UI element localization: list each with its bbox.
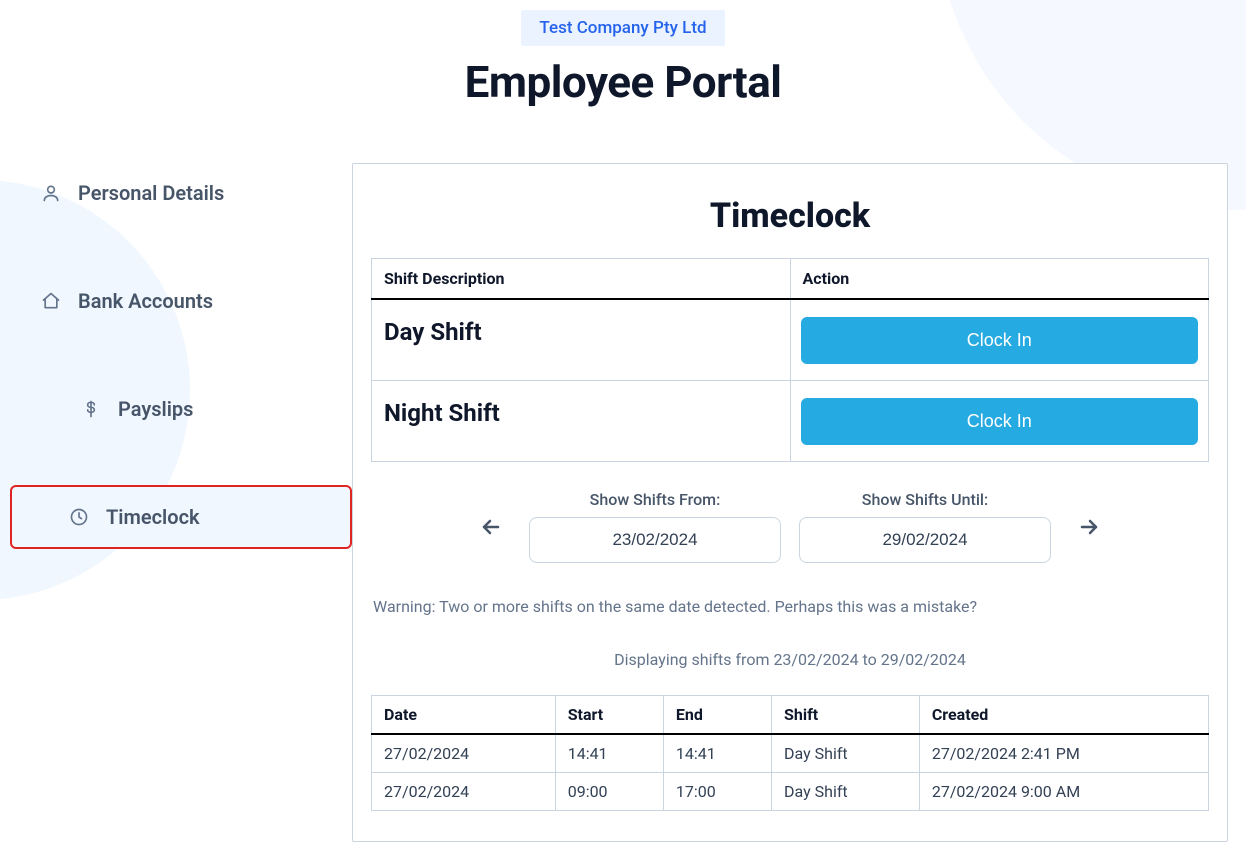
shift-actions-table: Shift Description Action Day Shift Clock… bbox=[371, 258, 1209, 462]
sidebar-item-label: Personal Details bbox=[78, 181, 224, 205]
col-start: Start bbox=[555, 696, 663, 735]
prev-range-button[interactable] bbox=[471, 511, 511, 543]
duplicate-shift-warning: Warning: Two or more shifts on the same … bbox=[373, 597, 1207, 616]
clock-icon bbox=[68, 507, 90, 527]
col-shift: Shift bbox=[772, 696, 920, 735]
panel-title: Timeclock bbox=[371, 196, 1209, 236]
col-action: Action bbox=[790, 259, 1209, 300]
col-created: Created bbox=[919, 696, 1208, 735]
cell-shift: Day Shift bbox=[772, 734, 920, 773]
timeclock-panel: Timeclock Shift Description Action Day S… bbox=[352, 163, 1228, 842]
cell-created: 27/02/2024 9:00 AM bbox=[919, 773, 1208, 811]
cell-end: 17:00 bbox=[663, 773, 771, 811]
cell-created: 27/02/2024 2:41 PM bbox=[919, 734, 1208, 773]
page-title: Employee Portal bbox=[0, 56, 1246, 108]
clock-in-button[interactable]: Clock In bbox=[801, 398, 1199, 445]
shift-row: Night Shift Clock In bbox=[372, 381, 1209, 462]
cell-shift: Day Shift bbox=[772, 773, 920, 811]
cell-start: 14:41 bbox=[555, 734, 663, 773]
sidebar-item-label: Bank Accounts bbox=[78, 289, 213, 313]
sidebar-item-label: Timeclock bbox=[106, 505, 200, 529]
history-row: 27/02/2024 14:41 14:41 Day Shift 27/02/2… bbox=[372, 734, 1209, 773]
cell-date: 27/02/2024 bbox=[372, 734, 556, 773]
shift-name: Night Shift bbox=[372, 381, 791, 462]
arrow-right-icon bbox=[1077, 515, 1101, 539]
page-header: Test Company Pty Ltd Employee Portal bbox=[0, 0, 1246, 108]
sidebar-item-timeclock[interactable]: Timeclock bbox=[12, 487, 350, 547]
col-date: Date bbox=[372, 696, 556, 735]
cell-start: 09:00 bbox=[555, 773, 663, 811]
sidebar: Personal Details Bank Accounts Payslips … bbox=[0, 163, 350, 842]
arrow-left-icon bbox=[479, 515, 503, 539]
cell-end: 14:41 bbox=[663, 734, 771, 773]
user-icon bbox=[40, 183, 62, 203]
history-row: 27/02/2024 09:00 17:00 Day Shift 27/02/2… bbox=[372, 773, 1209, 811]
sidebar-item-label: Payslips bbox=[118, 397, 193, 421]
shift-history-table: Date Start End Shift Created 27/02/2024 … bbox=[371, 695, 1209, 811]
displaying-range: Displaying shifts from 23/02/2024 to 29/… bbox=[371, 650, 1209, 669]
col-shift-description: Shift Description bbox=[372, 259, 791, 300]
sidebar-item-payslips[interactable]: Payslips bbox=[12, 379, 350, 439]
next-range-button[interactable] bbox=[1069, 511, 1109, 543]
shifts-until-input[interactable] bbox=[799, 517, 1051, 563]
dollar-icon bbox=[80, 399, 102, 419]
clock-in-button[interactable]: Clock In bbox=[801, 317, 1199, 364]
home-icon bbox=[40, 291, 62, 311]
until-label: Show Shifts Until: bbox=[799, 490, 1051, 509]
from-label: Show Shifts From: bbox=[529, 490, 781, 509]
shift-row: Day Shift Clock In bbox=[372, 299, 1209, 381]
sidebar-item-bank-accounts[interactable]: Bank Accounts bbox=[12, 271, 350, 331]
col-end: End bbox=[663, 696, 771, 735]
shifts-from-input[interactable] bbox=[529, 517, 781, 563]
date-filter: Show Shifts From: Show Shifts Until: bbox=[371, 490, 1209, 563]
shift-name: Day Shift bbox=[372, 299, 791, 381]
company-badge: Test Company Pty Ltd bbox=[521, 10, 724, 46]
sidebar-item-personal-details[interactable]: Personal Details bbox=[12, 163, 350, 223]
cell-date: 27/02/2024 bbox=[372, 773, 556, 811]
